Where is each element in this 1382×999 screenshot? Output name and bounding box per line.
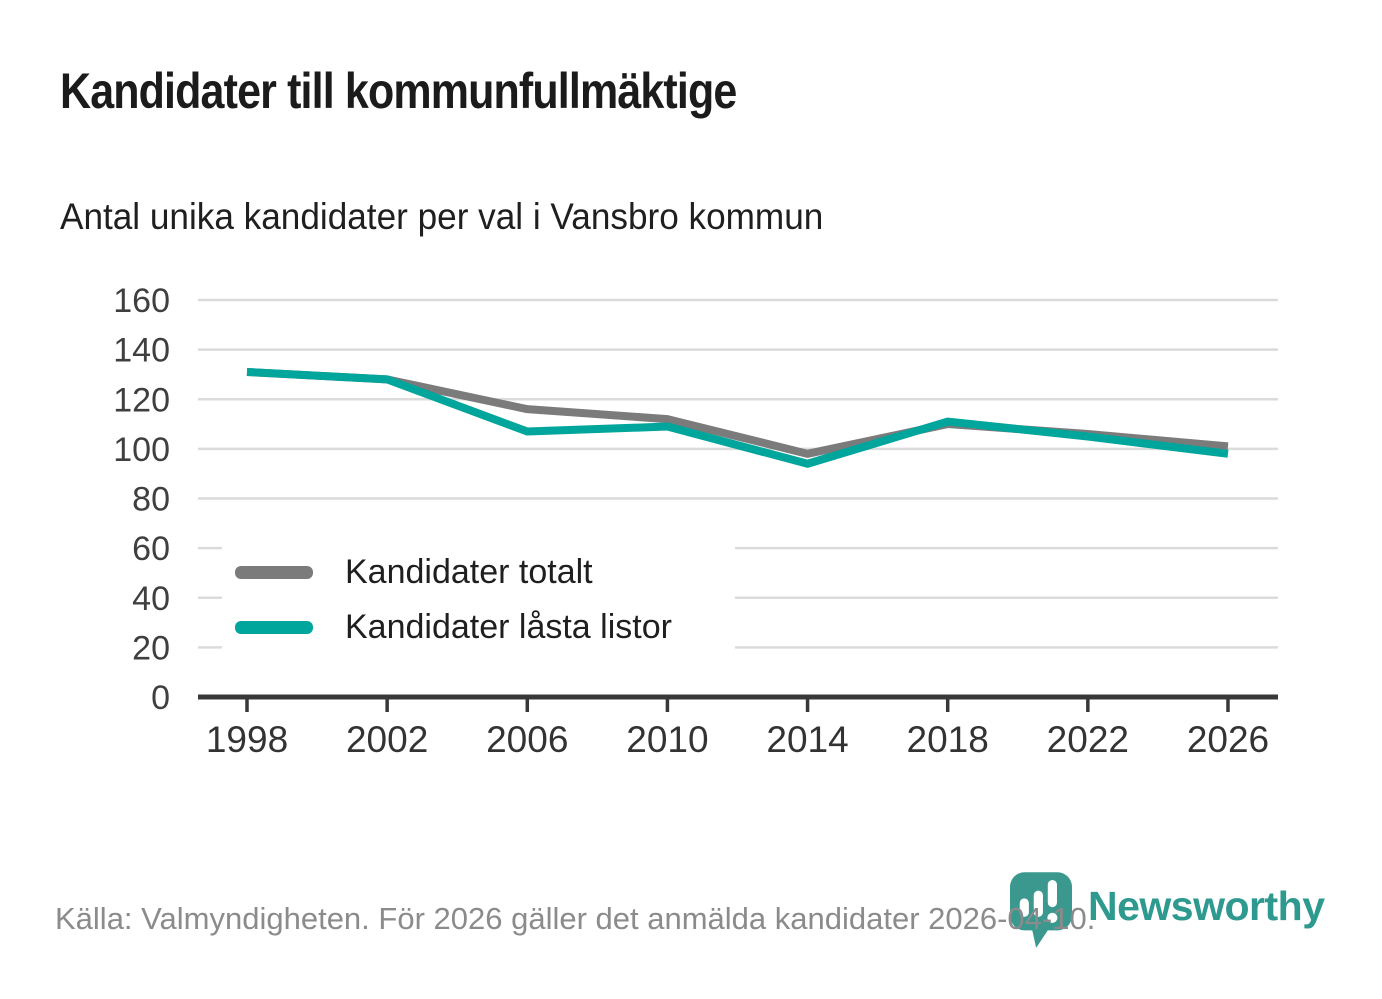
legend-swatch-total — [235, 566, 313, 579]
chart-subtitle-text: Antal unika kandidater per val i Vansbro… — [60, 196, 824, 237]
y-tick-label-0: 0 — [151, 679, 170, 717]
legend-label-locked-lists: Kandidater låsta listor — [345, 608, 672, 646]
x-tick-label-2022: 2022 — [1047, 719, 1129, 760]
y-tick-label-140: 140 — [113, 332, 170, 370]
legend-item-locked-lists: Kandidater låsta listor — [222, 608, 735, 647]
x-tick-label-2018: 2018 — [907, 719, 989, 760]
chart-legend: Kandidater totalt Kandidater låsta listo… — [222, 540, 735, 660]
legend-item-total: Kandidater totalt — [222, 553, 735, 592]
series-line-locked-lists — [246, 367, 1229, 468]
newsworthy-pin-icon — [1010, 872, 1072, 948]
legend-swatch-locked-lists — [235, 621, 313, 634]
newsworthy-logo-text: Newsworthy — [1088, 883, 1325, 929]
x-tick-label-2002: 2002 — [346, 719, 428, 760]
y-tick-label-80: 80 — [132, 481, 170, 519]
y-tick-label-120: 120 — [113, 381, 170, 419]
source-note: Källa: Valmyndigheten. För 2026 gäller d… — [55, 901, 1096, 936]
page-title-text: Kandidater till kommunfullmäktige — [60, 63, 737, 119]
y-tick-label-40: 40 — [132, 580, 170, 618]
x-tick-label-2006: 2006 — [486, 719, 568, 760]
x-tick-label-2026: 2026 — [1187, 719, 1269, 760]
legend-label-total: Kandidater totalt — [345, 553, 593, 591]
y-tick-label-100: 100 — [113, 431, 170, 469]
x-tick-label-2010: 2010 — [626, 719, 708, 760]
x-tick-label-2014: 2014 — [766, 719, 848, 760]
page-title: Kandidater till kommunfullmäktige — [60, 62, 847, 120]
newsworthy-logo: Newsworthy — [1010, 872, 1325, 950]
x-tick-label-1998: 1998 — [206, 719, 288, 760]
y-tick-label-20: 20 — [132, 629, 170, 667]
chart-subtitle: Antal unika kandidater per val i Vansbro… — [60, 196, 863, 238]
y-tick-label-160: 160 — [113, 282, 170, 320]
y-tick-label-60: 60 — [132, 530, 170, 568]
